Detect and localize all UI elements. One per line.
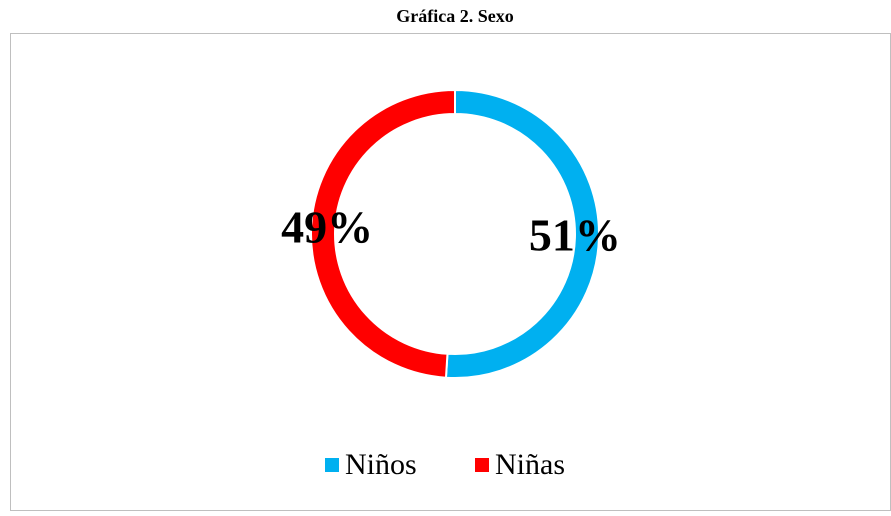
chart-title: Gráfica 2. Sexo <box>396 6 513 26</box>
legend-label: Niñas <box>495 448 565 481</box>
legend-swatch <box>475 458 489 472</box>
legend-swatch <box>325 458 339 472</box>
donut-segment <box>309 88 456 379</box>
data-label: 51% <box>529 210 621 261</box>
legend-label: Niños <box>345 448 417 481</box>
data-label: 49% <box>281 201 373 252</box>
